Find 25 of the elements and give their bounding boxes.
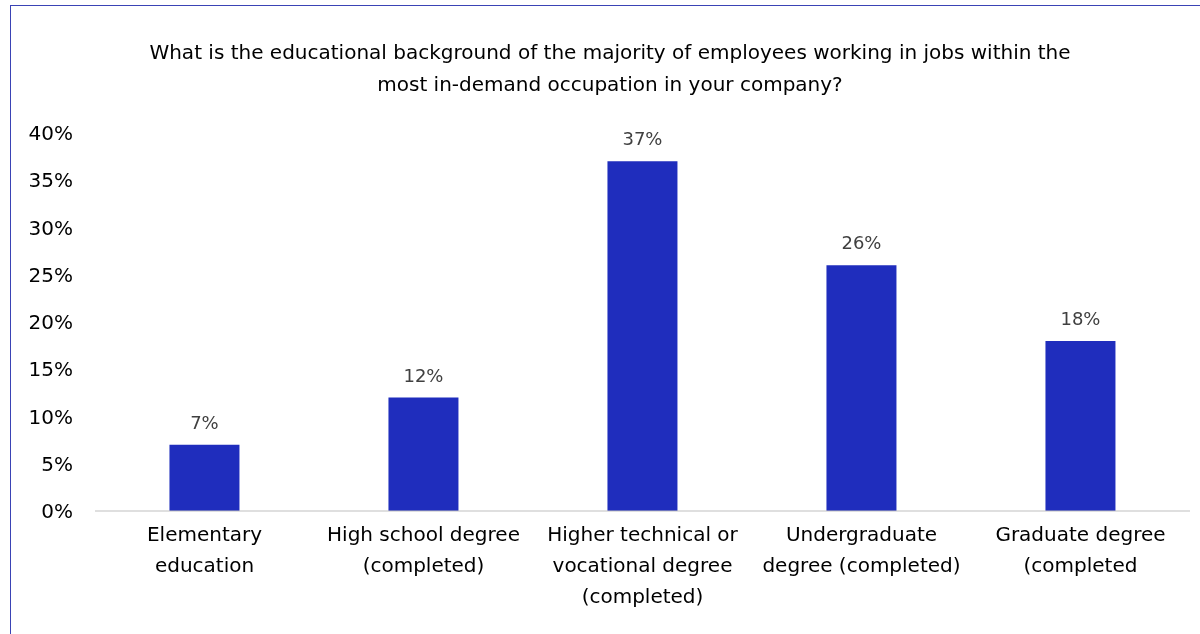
data-label: 12% bbox=[403, 364, 444, 386]
y-tick-label: 30% bbox=[28, 215, 73, 240]
data-label: 26% bbox=[841, 232, 882, 254]
x-tick-label: Graduate degree (completed bbox=[995, 522, 1166, 577]
y-tick-label: 0% bbox=[41, 499, 73, 524]
y-tick-label: 25% bbox=[28, 262, 73, 287]
y-tick-label: 35% bbox=[28, 168, 73, 193]
x-tick-label: High school degree (completed) bbox=[327, 522, 520, 577]
x-tick-label: Undergraduate degree (completed) bbox=[762, 522, 961, 577]
bar bbox=[1045, 340, 1116, 511]
chart-title: What is the educational background of the majority of employees working in jobs within the most in-demand occupation in your company? bbox=[148, 39, 1072, 98]
y-tick-label: 15% bbox=[28, 357, 73, 382]
data-label: 7% bbox=[190, 411, 219, 433]
y-tick-label: 10% bbox=[28, 404, 73, 429]
y-tick-label: 40% bbox=[28, 121, 73, 146]
data-label: 18% bbox=[1060, 307, 1101, 329]
x-tick-label: Elementary education bbox=[146, 522, 263, 577]
y-tick-label: 20% bbox=[28, 310, 73, 335]
y-tick-label: 5% bbox=[41, 451, 73, 476]
bar bbox=[388, 397, 459, 511]
data-label: 37% bbox=[622, 128, 663, 150]
x-tick-label: Higher technical or vocational degree (completed) bbox=[547, 522, 739, 608]
bar bbox=[826, 265, 897, 511]
bar bbox=[169, 444, 240, 511]
bar bbox=[607, 161, 678, 511]
